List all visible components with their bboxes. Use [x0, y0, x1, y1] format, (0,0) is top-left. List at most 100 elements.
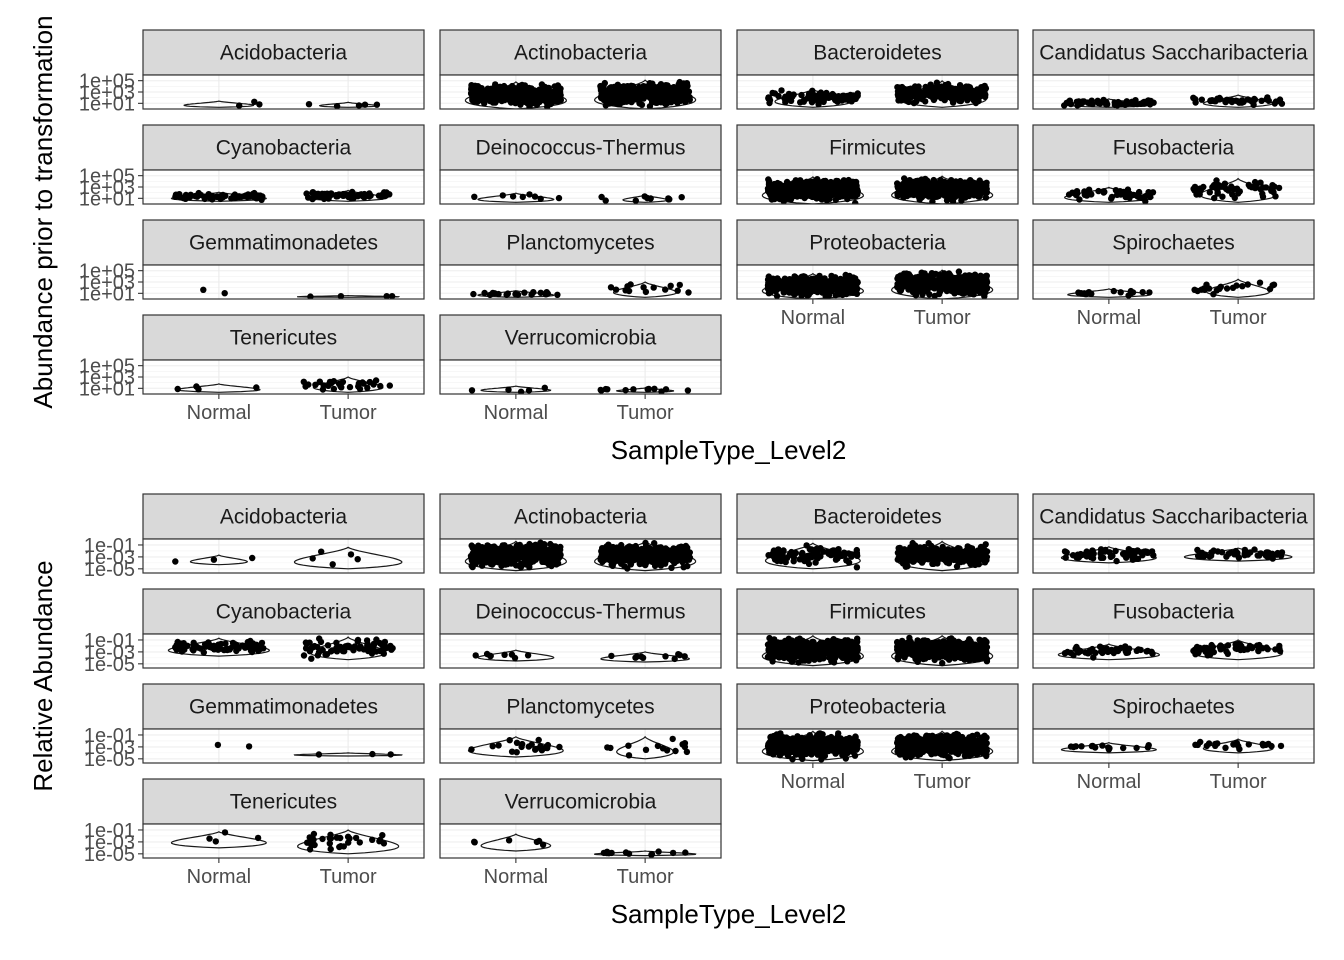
data-point: [910, 180, 917, 188]
data-point: [899, 184, 906, 191]
data-point: [1257, 186, 1264, 193]
data-point: [509, 193, 517, 200]
panel-border: [439, 538, 722, 574]
panel-border: [439, 169, 722, 205]
data-point: [956, 190, 963, 197]
violin-normal: [477, 192, 555, 203]
data-point: [667, 282, 674, 289]
data-point: [303, 190, 310, 197]
data-point: [490, 549, 498, 556]
data-point: [346, 383, 354, 391]
data-point: [643, 558, 651, 566]
data-point: [944, 180, 951, 187]
data-point: [828, 272, 835, 280]
data-point: [922, 83, 929, 91]
data-point: [666, 196, 673, 203]
data-point: [1130, 100, 1138, 108]
data-point: [1088, 290, 1095, 298]
data-point: [957, 97, 964, 105]
data-point: [663, 555, 671, 562]
data-point: [908, 279, 915, 286]
data-point: [531, 193, 539, 200]
data-point: [967, 272, 975, 280]
data-point: [521, 97, 528, 104]
facet-actinobacteria: Actinobacteria: [439, 493, 722, 574]
data-point: [833, 276, 840, 283]
panel-marks: [464, 78, 697, 109]
data-point: [1268, 187, 1275, 194]
facet-strip: [736, 493, 1019, 540]
data-point: [490, 94, 497, 102]
data-point: [640, 95, 647, 102]
data-point: [611, 545, 619, 552]
data-point: [222, 192, 229, 199]
data-point: [200, 286, 207, 293]
data-point: [818, 194, 826, 201]
data-point: [816, 287, 823, 294]
data-point: [236, 102, 243, 109]
data-point: [684, 387, 692, 394]
facet-strip: [439, 29, 722, 76]
data-point: [1216, 94, 1223, 102]
data-point: [622, 387, 629, 394]
facet-strip: [736, 29, 1019, 76]
panel-marks: [464, 539, 697, 572]
data-point: [468, 387, 476, 394]
data-point: [918, 189, 925, 196]
data-point: [685, 289, 692, 296]
data-point: [1233, 185, 1241, 192]
data-point: [843, 274, 851, 281]
data-point: [552, 98, 560, 105]
data-point: [1069, 189, 1076, 196]
data-point: [548, 562, 555, 570]
data-point: [373, 101, 381, 108]
data-point: [495, 290, 502, 298]
data-point: [1149, 189, 1157, 196]
panel-marks: [1061, 94, 1286, 109]
data-point: [554, 556, 562, 563]
data-point: [839, 277, 846, 284]
data-point: [1192, 96, 1199, 103]
data-point: [602, 550, 609, 558]
y-tick-label: 1e+01: [79, 378, 135, 400]
data-point: [829, 93, 836, 101]
facet-strip-label: Firmicutes: [829, 137, 926, 160]
data-point: [489, 99, 497, 106]
data-point: [1197, 185, 1204, 192]
data-point: [773, 292, 781, 299]
data-point: [939, 281, 946, 288]
data-point: [1126, 194, 1133, 202]
data-point: [810, 189, 817, 196]
facet-strip-label: Actinobacteria: [514, 506, 647, 529]
data-point: [381, 192, 389, 200]
data-point: [924, 288, 931, 295]
data-point: [556, 93, 563, 100]
data-point: [1088, 100, 1096, 107]
y-tick-label: 1e+05: [79, 166, 135, 188]
data-point: [1222, 98, 1229, 105]
data-point: [601, 79, 608, 87]
data-point: [684, 562, 691, 570]
data-point: [822, 180, 829, 187]
data-point: [651, 385, 658, 392]
data-point: [797, 190, 805, 197]
data-point: [778, 87, 785, 94]
data-point: [677, 551, 684, 558]
data-point: [674, 287, 681, 294]
data-point: [557, 543, 564, 551]
data-point: [553, 561, 560, 568]
x-tick-label: Tumor: [1210, 307, 1267, 329]
data-point: [905, 98, 912, 106]
data-point: [1193, 191, 1200, 198]
data-point: [364, 384, 371, 392]
data-point: [538, 546, 546, 553]
data-point: [661, 93, 669, 101]
data-point: [665, 547, 672, 555]
x-tick-label: Normal: [1077, 307, 1141, 329]
data-point: [1082, 291, 1090, 298]
data-point: [1201, 286, 1208, 293]
data-point: [554, 82, 562, 89]
